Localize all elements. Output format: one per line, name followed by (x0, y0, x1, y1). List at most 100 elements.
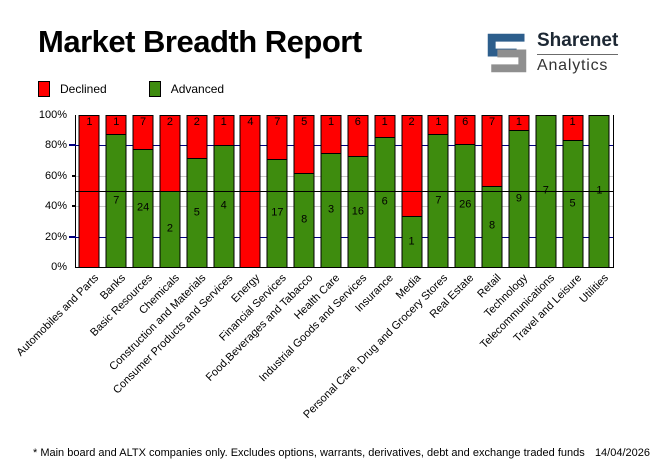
advanced-count-label: 26 (459, 198, 472, 211)
declined-count-label: 7 (274, 116, 281, 128)
advanced-segment (508, 130, 530, 267)
declined-count-label: 5 (301, 116, 308, 128)
advanced-segment (105, 134, 127, 267)
advanced-count-label: 5 (193, 206, 200, 219)
y-axis-tickmark-60 (72, 174, 76, 177)
advanced-count-label: 17 (271, 206, 284, 219)
x-axis-label-chemicals: Chemicals (136, 272, 182, 317)
stacked-bar-real-estate: 26 6 (454, 115, 476, 267)
declined-count-label: 6 (462, 116, 469, 128)
legend-advanced-label: Advanced (170, 82, 225, 96)
advanced-count-label: 2 (166, 222, 174, 235)
declined-count-label: 1 (515, 116, 522, 128)
declined-segment (159, 115, 181, 191)
advanced-count-label: 8 (301, 213, 308, 226)
declined-segment (374, 115, 396, 137)
y-axis-tickmark-40 (72, 205, 76, 208)
x-axis-label-technology: Technology (482, 272, 531, 320)
page-title: Market Breadth Report (38, 24, 362, 59)
x-axis-label-retail: Retail (475, 272, 504, 301)
bar-slot: 24 7 (130, 115, 157, 267)
declined-segment (105, 115, 127, 134)
declined-segment (320, 115, 342, 153)
advanced-segment (401, 216, 423, 267)
x-axis-label-industrial-goods-and-services: Industrial Goods and Services (257, 272, 370, 385)
declined-segment (347, 115, 369, 157)
declined-count-label: 1 (327, 116, 335, 128)
x-axis-label-banks: Banks (97, 272, 128, 303)
brand-logo: Sharenet Analytics (486, 30, 619, 75)
advanced-count-label: 7 (113, 194, 120, 206)
x-axis-label-food-beverages-and-tabacco: Food,Beverages and Tabacco (204, 272, 316, 384)
declined-segment (481, 115, 503, 186)
gridline-20 (76, 236, 613, 238)
advanced-count-label: 9 (515, 192, 522, 205)
x-axis-label-insurance: Insurance (353, 272, 397, 315)
declined-count-label: 4 (247, 116, 254, 128)
legend-item-declined: Declined (38, 81, 107, 97)
advanced-segment (562, 140, 584, 267)
bar-slot: 17 7 (264, 115, 291, 267)
brand-name: Sharenet (537, 30, 619, 55)
bar-slot: 26 6 (452, 115, 479, 267)
advanced-segment (347, 156, 369, 267)
x-axis-label-personal-care-drug-and-grocery-stores: Personal Care, Drug and Grocery Stores (300, 272, 450, 421)
advanced-count-label: 6 (381, 195, 388, 208)
advanced-count-label: 3 (327, 203, 335, 216)
x-axis-label-construction-and-materials: Construction and Materials (107, 272, 209, 374)
declined-swatch-icon (38, 81, 50, 97)
y-axis-tickmark-80 (69, 144, 76, 147)
advanced-count-label: 5 (569, 197, 576, 210)
declined-count-label: 7 (489, 116, 496, 128)
advanced-swatch-icon (148, 81, 161, 97)
chart-plot-area: 1712472252414177853116661127126687917511… (39, 109, 614, 273)
y-axis-tickmark-20 (69, 235, 76, 238)
declined-count-label: 1 (381, 116, 388, 128)
advanced-segment (186, 158, 208, 267)
declined-count-label: 2 (193, 116, 200, 128)
declined-count-label: 1 (113, 116, 120, 128)
advanced-count-label: 1 (589, 185, 610, 197)
declined-segment (427, 115, 449, 134)
advanced-segment (454, 143, 476, 267)
x-axis-label-media: Media (393, 272, 424, 302)
x-axis-label-health-care: Health Care (292, 272, 343, 322)
gridline-40 (76, 206, 613, 208)
advanced-count-label: 7 (535, 185, 556, 197)
declined-segment (213, 115, 235, 146)
bars-container: 1712472252414177853116661127126687917511 (76, 115, 613, 267)
stacked-bar-industrial-goods-and-services: 16 6 (347, 115, 369, 267)
x-axis-label-telecommunications: Telecommunications (478, 272, 558, 351)
advanced-segment (481, 185, 503, 267)
footnote: * Main board and ALTX companies only. Ex… (33, 447, 585, 459)
declined-count-label: 2 (166, 116, 174, 128)
x-axis-label-real-estate: Real Estate (428, 272, 477, 321)
advanced-segment (213, 145, 235, 267)
x-axis-label-utilities: Utilities (577, 272, 612, 306)
declined-segment (508, 115, 530, 131)
x-axis-label-financial-services: Financial Services (217, 272, 289, 344)
declined-count-label: 1 (435, 116, 442, 128)
gridline-60 (76, 175, 613, 177)
declined-count-label: 1 (569, 116, 576, 128)
x-axis-label-energy: Energy (228, 272, 263, 306)
declined-segment (293, 115, 315, 174)
y-axis-label-60: 60% (44, 169, 67, 182)
